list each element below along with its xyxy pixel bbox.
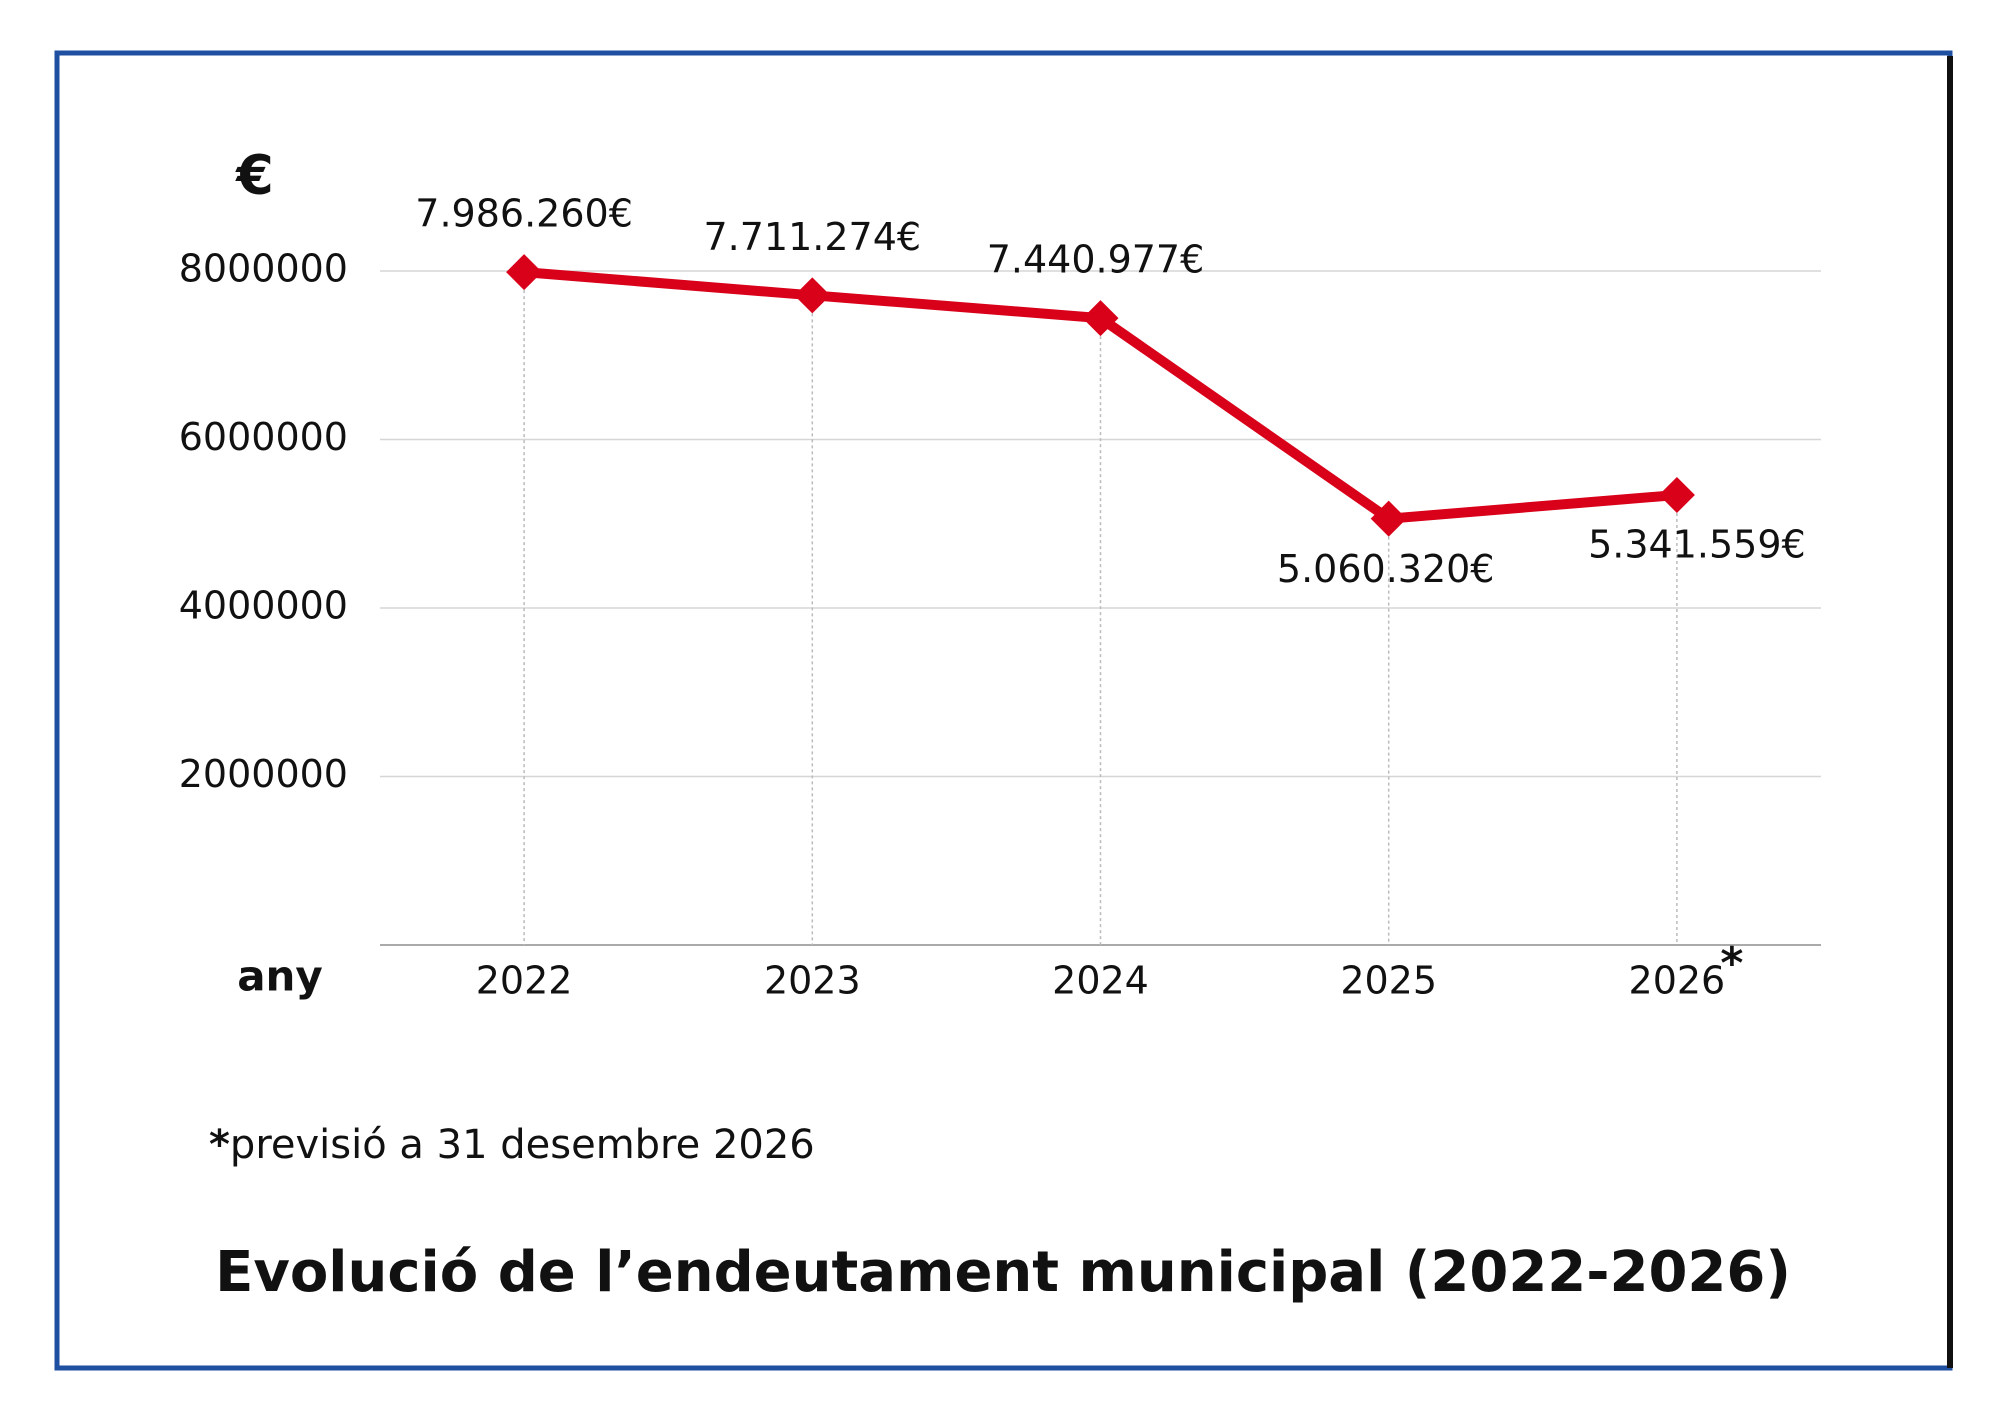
value-label: 7.986.260€ xyxy=(415,192,633,236)
x-tick-label: 2023 xyxy=(764,959,861,1003)
x-axis-label: any xyxy=(237,952,323,1001)
footnote: *previsió a 31 desembre 2026 xyxy=(209,1122,815,1168)
marker xyxy=(1658,476,1695,513)
x-tick-label: 2026 xyxy=(1629,959,1726,1003)
marker xyxy=(794,277,831,314)
x-tick-note-marker: * xyxy=(1720,938,1743,989)
marker xyxy=(506,254,543,291)
y-tick-label: 2000000 xyxy=(179,752,348,796)
marker xyxy=(1082,300,1119,337)
value-label: 7.711.274€ xyxy=(704,215,922,259)
chart-title: Evolució de l’endeutament municipal (202… xyxy=(215,1240,1791,1305)
y-tick-label: 8000000 xyxy=(179,247,348,291)
frame xyxy=(54,50,1953,1371)
x-tick-label: 2022 xyxy=(476,959,573,1003)
value-label: 7.440.977€ xyxy=(987,238,1205,282)
y-axis-label: € xyxy=(234,144,274,207)
marker xyxy=(1370,500,1407,537)
value-label: 5.341.559€ xyxy=(1588,522,1806,566)
x-tick-label: 2024 xyxy=(1052,959,1149,1003)
footnote-text: previsió a 31 desembre 2026 xyxy=(230,1122,815,1168)
x-tick-label: 2025 xyxy=(1340,959,1437,1003)
y-tick-label: 6000000 xyxy=(179,415,348,459)
value-label: 5.060.320€ xyxy=(1277,547,1495,591)
y-tick-label: 4000000 xyxy=(179,584,348,628)
footnote-marker: * xyxy=(209,1122,230,1168)
